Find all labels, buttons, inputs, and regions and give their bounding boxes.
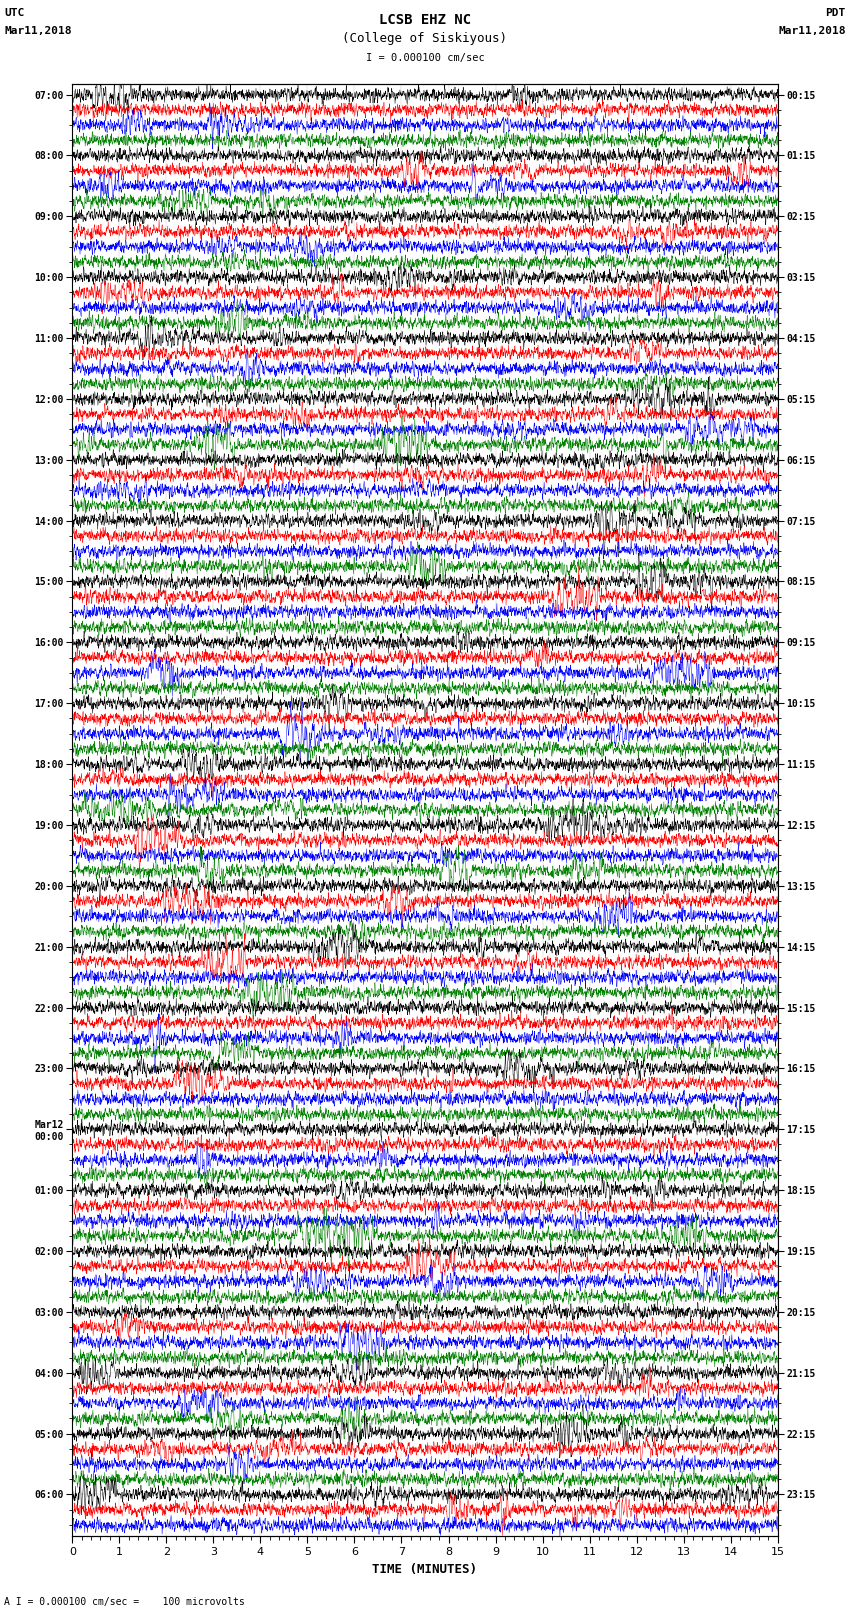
Text: LCSB EHZ NC: LCSB EHZ NC [379, 13, 471, 27]
Text: Mar11,2018: Mar11,2018 [4, 26, 71, 35]
Text: I = 0.000100 cm/sec: I = 0.000100 cm/sec [366, 53, 484, 63]
Text: Mar11,2018: Mar11,2018 [779, 26, 846, 35]
Text: UTC: UTC [4, 8, 25, 18]
Text: A I = 0.000100 cm/sec =    100 microvolts: A I = 0.000100 cm/sec = 100 microvolts [4, 1597, 245, 1607]
Text: (College of Siskiyous): (College of Siskiyous) [343, 32, 507, 45]
Text: PDT: PDT [825, 8, 846, 18]
X-axis label: TIME (MINUTES): TIME (MINUTES) [372, 1563, 478, 1576]
